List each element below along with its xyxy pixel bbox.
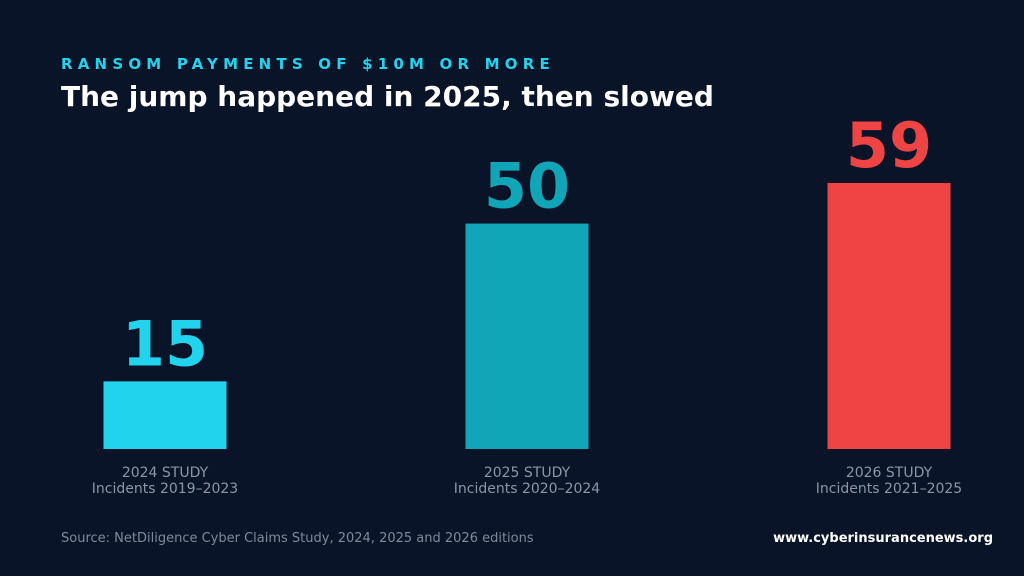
category-label-1: 2024 STUDY bbox=[122, 465, 209, 481]
category-label-3: 2026 STUDY bbox=[846, 465, 933, 481]
bar-value-label-1: 15 bbox=[122, 307, 208, 380]
chart-kicker: RANSOM PAYMENTS OF $10M OR MORE bbox=[61, 55, 555, 73]
bar-1 bbox=[103, 381, 227, 449]
chart-title: The jump happened in 2025, then slowed bbox=[61, 80, 714, 113]
bar-value-label-3: 59 bbox=[846, 109, 932, 182]
bar-value-label-2: 50 bbox=[484, 150, 570, 223]
bar-3 bbox=[827, 183, 951, 449]
bar-2 bbox=[465, 223, 589, 449]
category-subtitle-2: Incidents 2020–2024 bbox=[454, 481, 601, 497]
category-subtitle-1: Incidents 2019–2023 bbox=[92, 481, 238, 497]
source-note: Source: NetDiligence Cyber Claims Study,… bbox=[61, 531, 534, 546]
category-label-2: 2025 STUDY bbox=[484, 465, 571, 481]
category-subtitle-3: Incidents 2021–2025 bbox=[816, 481, 962, 497]
site-url: www.cyberinsurancenews.org bbox=[773, 531, 993, 546]
